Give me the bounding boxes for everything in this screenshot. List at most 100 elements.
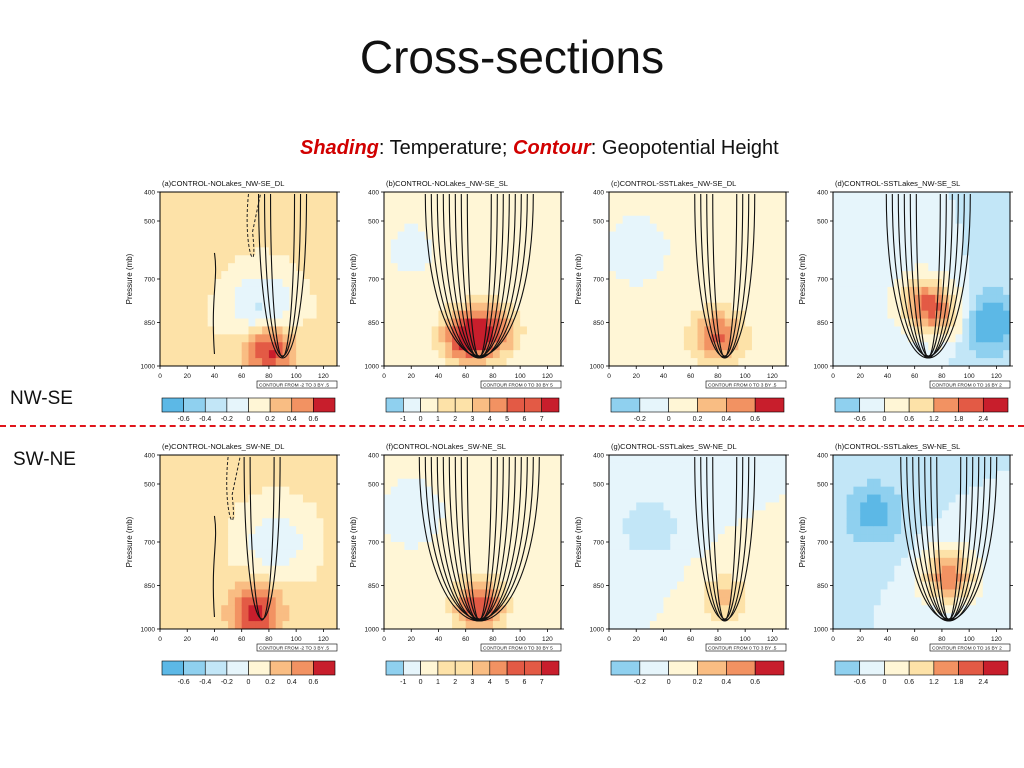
shading-cell [622,302,630,312]
shading-cell [248,478,256,488]
shading-cell [839,589,848,598]
shading-cell [472,542,480,551]
shading-cell [418,462,426,472]
shading-cell [731,358,739,367]
shading-cell [663,342,671,351]
shading-cell [751,199,760,209]
shading-cell [404,318,412,327]
shading-cell [751,526,760,535]
shading-cell [690,613,698,622]
shading-cell [901,255,909,264]
shading-cell [234,621,243,630]
shading-cell [397,462,405,472]
shading-cell [914,231,922,240]
shading-cell [975,470,984,480]
shading-cell [384,478,392,488]
shading-cell [833,542,841,551]
shading-cell [200,455,209,464]
shading-cell [683,310,692,319]
contour-note-box [705,643,787,652]
shading-cell [758,199,766,209]
shading-cell [846,573,854,582]
shading-cell [772,605,780,614]
shading-cell [941,318,950,327]
shading-cell [160,358,168,367]
shading-cell [629,581,637,590]
shading-cell [479,455,487,464]
shading-cell [873,192,882,201]
shading-cell [989,215,997,225]
shading-cell [989,621,997,630]
shading-cell [765,358,773,367]
colorbar-swatch [754,660,785,676]
shading-cell [901,597,909,606]
shading-cell [431,502,439,511]
shading-cell [996,302,1004,312]
shading-cell [275,597,283,606]
shading-cell [289,573,297,582]
shading-cell [629,279,637,288]
shading-cell [962,199,970,209]
shading-cell [187,573,195,582]
shading-cell [533,462,541,472]
shading-cell [880,286,888,296]
shading-cell [663,549,671,559]
shading-cell [914,534,922,543]
shading-cell [765,534,773,543]
shading-cell [982,342,990,351]
shading-cell [928,302,936,312]
shading-cell [228,478,236,488]
shading-cell [207,549,215,559]
shading-cell [173,358,181,367]
shading-cell [262,518,270,527]
shading-cell [1003,215,1011,225]
shading-cell [289,462,297,472]
shading-cell [547,279,555,288]
shading-cell [663,542,671,551]
shading-cell [704,462,712,472]
shading-cell [506,589,514,598]
shading-cell [160,455,168,464]
shading-cell [955,255,963,264]
shading-cell [643,486,651,495]
shading-cell [697,526,705,535]
shading-cell [160,207,168,217]
shading-cell [431,486,439,495]
shading-cell [636,199,644,209]
shading-cell [533,334,541,343]
shading-cell [745,621,753,630]
shading-cell [160,279,168,288]
shading-cell [717,279,726,288]
shading-cell [526,318,535,327]
shading-cell [445,255,453,264]
shading-cell [629,199,637,209]
shading-cell [397,192,405,201]
contour-note: CONTOUR FROM 0 TO 30 BY 5 [483,646,553,652]
shading-cell [609,478,617,488]
shading-cell [424,358,433,367]
shading-cell [670,286,678,296]
shading-cell [860,502,868,511]
shading-cell [833,581,841,590]
shading-cell [397,581,405,590]
shading-cell [404,310,412,319]
shading-cell [262,302,270,312]
shading-cell [880,526,888,535]
shading-cell [846,494,854,503]
shading-cell [724,557,732,567]
shading-cell [424,573,433,582]
shading-cell [629,542,637,551]
shading-cell [166,350,175,359]
shading-cell [969,302,977,312]
shading-cell [268,350,277,359]
shading-cell [540,557,548,567]
shading-cell [670,358,678,367]
shading-cell [540,613,548,622]
shading-cell [656,549,664,559]
shading-cell [431,581,439,590]
shading-cell [465,294,473,304]
shading-cell [772,310,780,319]
shading-cell [704,192,712,201]
shading-cell [717,358,726,367]
shading-cell [166,597,175,606]
